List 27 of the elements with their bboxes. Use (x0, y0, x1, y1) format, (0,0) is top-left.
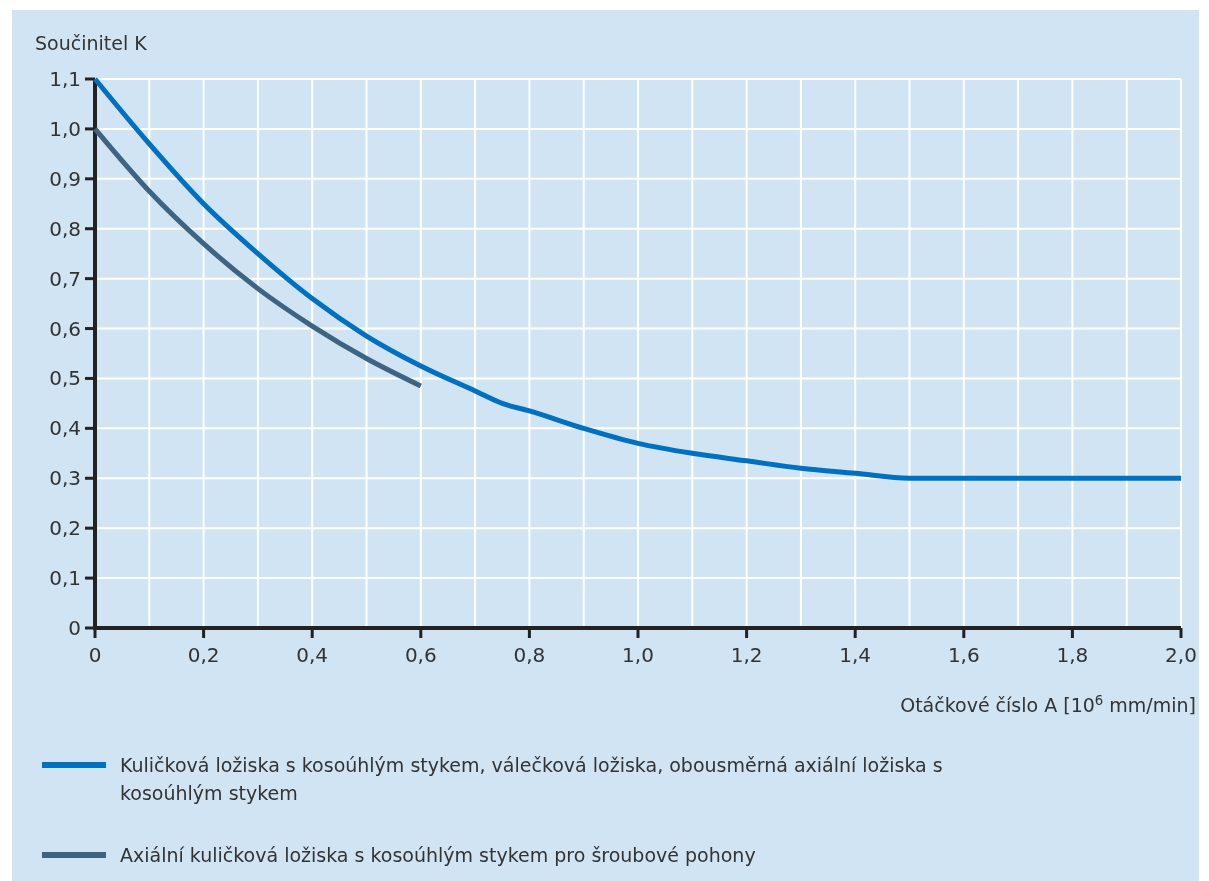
legend-label: Kuličková ložiska s kosoúhlým stykem, válečková ložiska, obousměrná axiální ložiska s kosoúhlým stykem (120, 754, 943, 804)
x-tick-label: 1,4 (839, 643, 872, 667)
y-tick-label: 0,2 (49, 516, 81, 541)
y-tick-label: 0,3 (49, 466, 81, 491)
x-tick-label: 1,8 (1056, 643, 1089, 667)
y-tick-label: 0,7 (49, 266, 81, 291)
y-tick-label: 0 (68, 616, 81, 640)
y-tick-label: 1,1 (49, 67, 81, 91)
y-tick-label: 0,6 (49, 316, 81, 341)
legend-label: Axiální kuličková ložiska s kosoúhlým stykem pro šroubové pohony (120, 844, 756, 866)
y-tick-label: 0,5 (49, 366, 81, 391)
x-tick-label: 0,6 (404, 643, 437, 667)
x-tick-label: 0 (88, 643, 102, 667)
x-tick-label: 0,8 (513, 643, 546, 667)
x-tick-label: 2,0 (1165, 643, 1197, 667)
x-axis-title: Otáčkové číslo A [10$^{6}$ mm/min] (900, 692, 1196, 716)
x-tick-label: 0,2 (187, 643, 220, 667)
y-tick-label: 0,1 (49, 566, 81, 591)
y-axis-title: Součinitel K (35, 32, 148, 54)
y-tick-label: 0,8 (49, 216, 81, 241)
x-tick-label: 0,4 (296, 643, 329, 667)
x-tick-label: 1,2 (730, 643, 763, 667)
x-tick-label: 1,6 (947, 643, 980, 667)
y-tick-label: 0,9 (49, 166, 81, 191)
y-tick-label: 0,4 (49, 416, 81, 441)
y-tick-label: 1,0 (49, 116, 81, 141)
x-tick-label: 1,0 (622, 643, 654, 667)
